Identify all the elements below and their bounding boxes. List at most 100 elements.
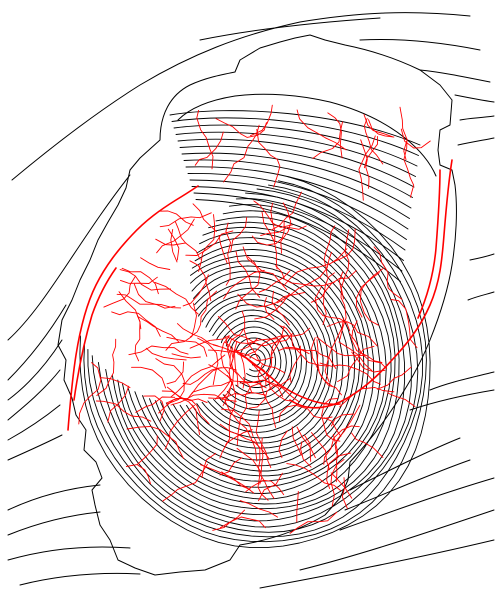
main-drainage-channels [67, 159, 453, 431]
drainage-segment [143, 395, 165, 422]
drainage-segment [95, 400, 152, 422]
drainage-segment [218, 234, 228, 264]
drainage-segment [170, 229, 178, 263]
contour-line [197, 287, 324, 433]
drainage-network [78, 104, 431, 534]
scarp-contour-line [173, 124, 418, 167]
left-flank-line-e [7, 404, 61, 441]
drainage-segment [337, 345, 375, 383]
drainage-segment [322, 272, 335, 326]
drainage-segment [128, 345, 189, 356]
left-flank-line-c [7, 339, 63, 401]
drainage-segment [220, 335, 233, 407]
drainage-tributary [399, 106, 408, 161]
drainage-segment [200, 464, 251, 490]
drainage-segment [338, 341, 373, 372]
drainage-segment [310, 432, 330, 471]
drainage-segment [340, 229, 350, 300]
drainage-segment [155, 238, 187, 246]
drainage-segment [296, 490, 299, 523]
drainage-segment [376, 366, 412, 390]
drainage-segment [236, 382, 262, 446]
scarp-contour-line [183, 159, 410, 219]
contour-line [87, 184, 423, 538]
drainage-segment [260, 437, 275, 499]
scarp-contour-line [189, 179, 406, 251]
drainage-segment [182, 367, 237, 385]
drainage-tributary [194, 131, 224, 166]
drainage-segment [348, 332, 388, 370]
drainage-segment [224, 394, 258, 462]
lower-right-line-e [259, 539, 495, 589]
right-side-line-a [429, 371, 495, 391]
contour-lines [79, 110, 431, 549]
contour-line [195, 281, 329, 439]
right-side-line-b [409, 389, 495, 411]
right-side-line-c [469, 253, 495, 261]
scarp-boundary [57, 34, 457, 576]
upper-right-line-b [419, 69, 491, 83]
drainage-segment [225, 375, 237, 446]
contour-line [91, 188, 419, 533]
drainage-segment [192, 203, 217, 233]
drainage-tributary [403, 138, 415, 198]
drainage-segment [356, 272, 380, 318]
drainage-segment [185, 230, 234, 256]
drainage-segment [254, 437, 269, 501]
drainage-segment [176, 323, 219, 347]
drainage-tributary [363, 136, 378, 169]
contour-line [179, 265, 344, 455]
drainage-segment [118, 291, 142, 330]
lower-left-line-c [7, 546, 131, 561]
drainage-segment [126, 426, 184, 459]
right-notch-line-a [459, 115, 495, 121]
contour-line [127, 221, 387, 500]
drainage-tributary [250, 104, 273, 137]
drainage-segment [220, 408, 254, 437]
drainage-segment [121, 267, 159, 295]
drainage-tributary [223, 124, 260, 183]
drainage-segment [165, 302, 197, 351]
drainage-segment [373, 246, 403, 300]
drainage-tributary [363, 114, 393, 138]
drainage-segment [137, 316, 179, 343]
right-side-line-d [467, 291, 495, 301]
drainage-segment [278, 404, 333, 422]
scarp-contour-line [193, 192, 403, 272]
upper-right-line-c [454, 94, 495, 103]
drainage-segment [258, 472, 283, 502]
drainage-segment [275, 265, 336, 287]
drainage-segment [189, 260, 212, 302]
contour-line [79, 176, 431, 549]
drainage-segment [212, 344, 274, 362]
drainage-segment [291, 426, 302, 456]
drainage-segment [154, 281, 199, 315]
left-flank-line-a [7, 174, 131, 341]
lower-left-line-a [7, 484, 101, 511]
drainage-tributary [327, 112, 343, 159]
drainage-segment [161, 390, 208, 404]
drainage-segment [289, 345, 301, 384]
drainage-segment [221, 347, 235, 401]
drainage-segment [201, 452, 217, 479]
drainage-segment [120, 276, 158, 284]
drainage-tributary [215, 118, 267, 138]
drainage-segment [253, 200, 293, 228]
drainage-segment [198, 214, 216, 272]
contour-line [122, 216, 392, 505]
drainage-segment [125, 435, 158, 467]
contour-line [134, 226, 381, 494]
drainage-segment [159, 212, 212, 228]
scarp-contour-line [187, 173, 407, 240]
drainage-segment [332, 433, 339, 483]
center-spiral-channel [234, 349, 341, 406]
drainage-tributary [368, 119, 395, 138]
contour-line [165, 254, 356, 467]
drainage-segment [245, 327, 311, 356]
drainage-segment [78, 362, 102, 425]
left-flank-line-f [7, 434, 63, 461]
drainage-segment [338, 271, 347, 340]
scarp-inner-edge [177, 93, 437, 177]
contour-line [244, 348, 266, 372]
